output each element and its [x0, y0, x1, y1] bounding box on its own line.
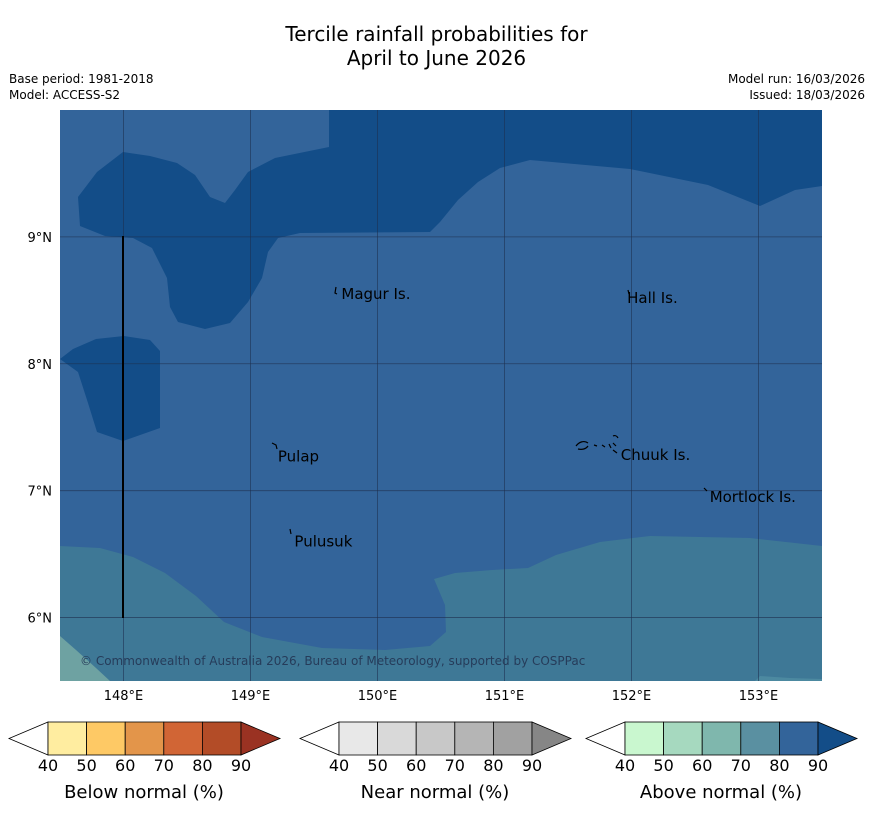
colorbar-3: 40 50 60 70 80 90 Above normal (%) [584, 721, 859, 803]
colorbar-extend-low [584, 721, 626, 756]
place-label: Chuuk Is. [621, 446, 690, 464]
lat-tick-label: 7°N [28, 485, 53, 500]
lon-tick-label: 153°E [739, 689, 779, 704]
colorbar-title: Below normal (%) [64, 782, 224, 803]
lon-tick-label: 148°E [104, 689, 144, 704]
colorbar-tick-label: 80 [483, 756, 503, 775]
place-label: Mortlock Is. [710, 488, 796, 506]
meta-right: Model run: 16/03/2026 Issued: 18/03/2026 [728, 71, 865, 103]
above-60-region-sw [60, 636, 110, 681]
colorbar-cell [86, 721, 126, 756]
colorbar-tick-label: 90 [231, 756, 251, 775]
magur-island-shape [334, 286, 338, 295]
colorbar-tick-label: 80 [769, 756, 789, 775]
place-labels: Magur Is. Hall Is. Pulap Chuuk Is. Mortlock … [278, 285, 796, 550]
colorbar-extend-high [531, 721, 573, 756]
title-line-2: April to June 2026 [346, 46, 527, 70]
meta-left: Base period: 1981-2018 Model: ACCESS-S2 [9, 71, 154, 103]
colorbar-tick-label: 60 [406, 756, 426, 775]
model-run: Model run: 16/03/2026 [727, 72, 865, 86]
chuuk-lagoon-shape [575, 435, 619, 454]
colorbar-cell [779, 721, 819, 756]
colorbar-tick-label: 50 [76, 756, 96, 775]
chart-title: Tercile rainfall probabilities for April… [0, 22, 873, 70]
issued-date: Issued: 18/03/2026 [749, 88, 865, 102]
lon-tick-label: 151°E [485, 689, 525, 704]
above-90-region-north [78, 110, 822, 329]
probability-fields [60, 110, 822, 681]
lon-tick-label: 152°E [612, 689, 652, 704]
colorbar-title: Near normal (%) [361, 782, 510, 803]
above-90-region-west [60, 336, 160, 441]
hall-island-shape [627, 289, 630, 295]
title-line-1: Tercile rainfall probabilities for [285, 22, 588, 46]
colorbar-tick-label: 60 [692, 756, 712, 775]
place-label: Pulusuk [294, 532, 352, 550]
colorbar-legends: 40 50 60 70 80 90 Below normal (%) 40 50 60 70 80 90… [7, 721, 859, 803]
colorbar-tick-label: 50 [653, 756, 673, 775]
lon-tick-label: 149°E [231, 689, 271, 704]
colorbar-extend-low [7, 721, 49, 756]
lat-tick-label: 8°N [28, 358, 53, 373]
colorbar-cell [624, 721, 664, 756]
pulusuk-island-shape [289, 528, 292, 535]
colorbar-tick-label: 70 [445, 756, 465, 775]
longitude-tick-labels: 148°E 149°E 150°E 151°E 152°E 153°E [104, 689, 779, 704]
island-outlines [271, 286, 708, 535]
colorbar-cell [338, 721, 378, 756]
pulap-island-shape [271, 442, 278, 450]
colorbar-extend-high [240, 721, 282, 756]
colorbar-cell [124, 721, 165, 756]
mortlock-island-shape [703, 487, 708, 492]
colorbar-tick-label: 70 [154, 756, 174, 775]
place-label: Pulap [278, 447, 319, 465]
colorbar-cell [47, 721, 87, 756]
colorbar-cell [740, 721, 780, 756]
place-label: Magur Is. [341, 285, 410, 303]
colorbar-tick-label: 90 [808, 756, 828, 775]
model-name: Model: ACCESS-S2 [9, 88, 121, 102]
colorbar-cell [163, 721, 203, 756]
colorbar-cell [454, 721, 494, 756]
colorbar-1: 40 50 60 70 80 90 Below normal (%) [7, 721, 282, 803]
colorbar-cell [377, 721, 417, 756]
colorbar-tick-label: 80 [192, 756, 212, 775]
colorbar-cell [663, 721, 703, 756]
colorbar-tick-label: 40 [38, 756, 58, 775]
colorbar-tick-label: 40 [615, 756, 635, 775]
colorbar-title: Above normal (%) [640, 782, 802, 803]
base-period: Base period: 1981-2018 [9, 72, 154, 86]
colorbar-cell [415, 721, 456, 756]
copyright-notice: © Commonwealth of Australia 2026, Bureau… [80, 654, 585, 668]
lat-tick-label: 9°N [28, 231, 53, 246]
place-label: Hall Is. [627, 289, 678, 307]
lat-tick-label: 6°N [28, 612, 53, 627]
colorbar-tick-label: 50 [367, 756, 387, 775]
latitude-tick-labels: 9°N 8°N 7°N 6°N [28, 231, 53, 627]
lon-tick-label: 150°E [358, 689, 398, 704]
colorbar-cell [492, 721, 533, 756]
colorbar-cell [701, 721, 742, 756]
colorbar-tick-label: 40 [329, 756, 349, 775]
above-60-region-se [755, 676, 822, 681]
colorbar-tick-label: 60 [115, 756, 135, 775]
colorbar-tick-label: 90 [522, 756, 542, 775]
colorbar-2: 40 50 60 70 80 90 Near normal (%) [298, 721, 573, 803]
colorbar-extend-low [298, 721, 340, 756]
colorbar-extend-high [817, 721, 859, 756]
colorbar-cell [201, 721, 242, 756]
colorbar-tick-label: 70 [731, 756, 751, 775]
